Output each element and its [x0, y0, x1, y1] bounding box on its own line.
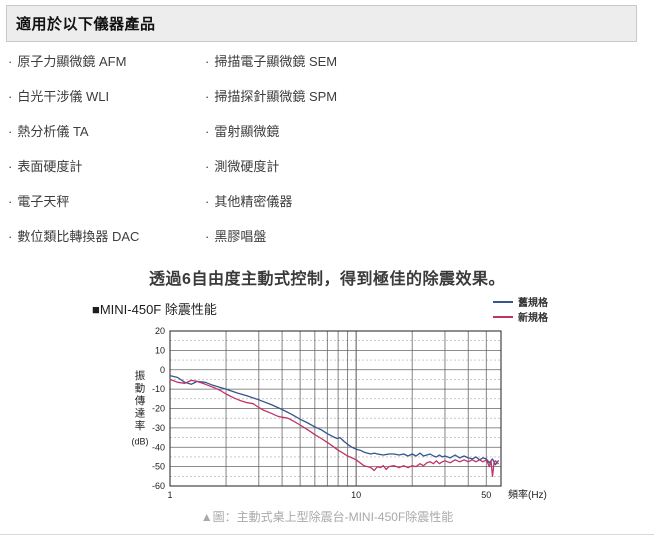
svg-text:-50: -50 [152, 462, 165, 472]
list-item: · 電子天秤 [8, 191, 205, 210]
list-item: · 數位類比轉換器 DAC [8, 226, 205, 245]
instrument-list: · 原子力顯微鏡 AFM · 掃描電子顯微鏡 SEM · 白光干涉儀 WLI · 掃描探針顯微… [8, 43, 654, 253]
legend-label-old: 舊規格 [518, 298, 548, 309]
chart-subtitle: ■MINI-450F 除震性能 [92, 302, 217, 317]
list-item: · 掃描電子顯微鏡 SEM [205, 51, 654, 70]
list-item: · 原子力顯微鏡 AFM [8, 51, 205, 70]
bullet-icon: · [8, 194, 13, 209]
list-item-label: 熱分析儀 TA [17, 124, 89, 139]
legend-line-new-icon [493, 315, 513, 318]
chart-headline: 透過6自由度主動式控制，得到極佳的除震效果。 [149, 271, 505, 288]
bullet-icon: · [8, 89, 13, 104]
list-item: · 黑膠唱盤 [205, 226, 654, 245]
chart-legend: 舊規格 新規格 [493, 294, 548, 324]
svg-text:-40: -40 [152, 442, 165, 452]
svg-text:-10: -10 [152, 384, 165, 394]
svg-text:10: 10 [351, 490, 361, 500]
bottom-divider [0, 534, 654, 535]
svg-text:達: 達 [135, 408, 146, 420]
legend-line-old-icon [493, 300, 513, 303]
bullet-icon: · [205, 124, 210, 139]
list-item-label: 黑膠唱盤 [214, 229, 267, 244]
svg-text:率: 率 [135, 419, 146, 432]
bullet-icon: · [8, 54, 13, 69]
list-item-label: 數位類比轉換器 DAC [17, 229, 140, 244]
list-item-label: 其他精密儀器 [214, 194, 293, 209]
bullet-icon: · [205, 54, 210, 69]
bullet-icon: · [205, 159, 210, 174]
svg-text:(dB): (dB) [131, 437, 148, 447]
bullet-icon: · [205, 89, 210, 104]
list-item-label: 白光干涉儀 WLI [17, 89, 110, 104]
legend-item-old: 舊規格 [493, 294, 548, 309]
list-item-label: 雷射顯微鏡 [214, 124, 280, 139]
list-item-label: 電子天秤 [17, 194, 70, 209]
bullet-icon: · [205, 194, 210, 209]
legend-label-new: 新規格 [518, 313, 548, 324]
bullet-icon: · [8, 124, 13, 139]
svg-text:振: 振 [135, 369, 146, 382]
list-item: · 測微硬度計 [205, 156, 654, 175]
bullet-icon: · [8, 159, 13, 174]
svg-text:20: 20 [155, 327, 165, 336]
legend-item-new: 新規格 [493, 309, 548, 324]
list-item: · 其他精密儀器 [205, 191, 654, 210]
svg-text:傳: 傳 [135, 394, 146, 407]
bullet-icon: · [8, 229, 13, 244]
list-item: · 掃描探針顯微鏡 SPM [205, 86, 654, 105]
svg-text:-60: -60 [152, 481, 165, 491]
svg-text:頻率(Hz): 頻率(Hz) [508, 488, 547, 501]
list-item-label: 掃描探針顯微鏡 SPM [214, 89, 338, 104]
list-item-label: 掃描電子顯微鏡 SEM [214, 54, 338, 69]
list-item: · 表面硬度計 [8, 156, 205, 175]
svg-text:-30: -30 [152, 423, 165, 433]
svg-text:50: 50 [481, 490, 491, 500]
list-item: · 白光干涉儀 WLI [8, 86, 205, 105]
list-item: · 熱分析儀 TA [8, 121, 205, 140]
svg-text:1: 1 [167, 490, 172, 500]
svg-text:-20: -20 [152, 404, 165, 414]
svg-text:動: 動 [135, 382, 146, 395]
bullet-icon: · [205, 229, 210, 244]
list-item-label: 測微硬度計 [214, 159, 280, 174]
section-title: 適用於以下儀器產品 [16, 16, 156, 33]
chart-caption: ▲圖：主動式桌上型除震台-MINI-450F除震性能 [200, 510, 454, 524]
chart-block: ■MINI-450F 除震性能 舊規格 新規格 20 10 0 -10 -20 -30 -4… [92, 293, 562, 502]
list-item: · 雷射顯微鏡 [205, 121, 654, 140]
list-item-label: 表面硬度計 [17, 159, 83, 174]
list-item-label: 原子力顯微鏡 AFM [17, 54, 127, 69]
svg-text:0: 0 [160, 365, 165, 375]
section-header: 適用於以下儀器產品 [6, 5, 637, 42]
svg-text:10: 10 [155, 345, 165, 355]
chart-head-row: ■MINI-450F 除震性能 舊規格 新規格 [92, 293, 562, 327]
